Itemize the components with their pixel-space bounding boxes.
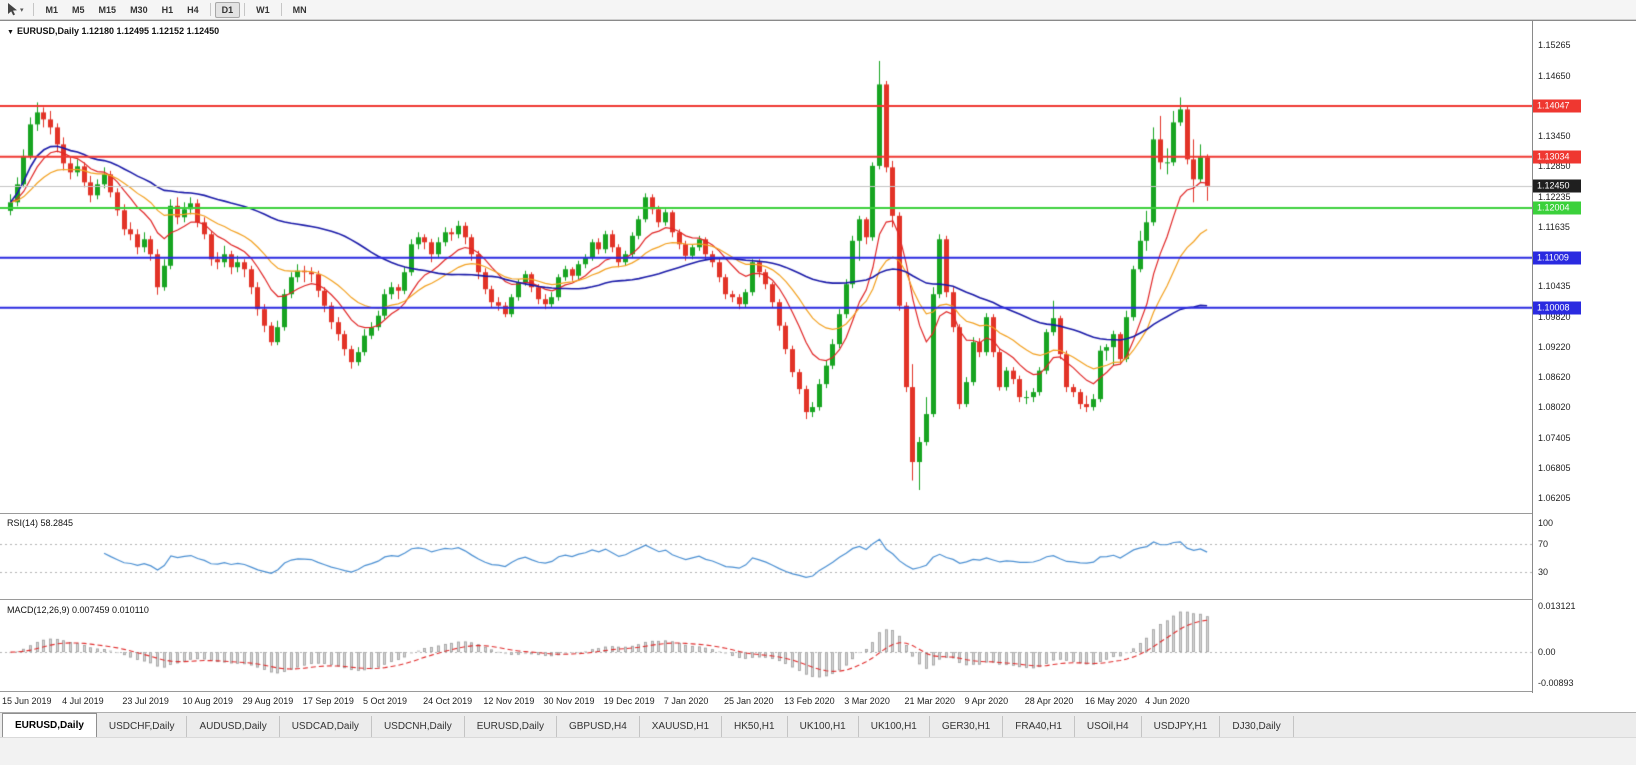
price-axis-tick: 1.11635: [1538, 221, 1570, 232]
macd-axis-tick: -0.00893: [1538, 678, 1574, 689]
chart-tab-usdjpy-h1-14[interactable]: USDJPY,H1: [1141, 716, 1221, 737]
toolbar-separator: [244, 3, 246, 16]
chart-tab-usdcnh-daily-4[interactable]: USDCNH,Daily: [371, 716, 465, 737]
current-price-badge: 1.12450: [1533, 179, 1581, 193]
cursor-tool-button[interactable]: ▾: [4, 2, 26, 18]
price-axis-tick: 1.06205: [1538, 492, 1571, 503]
timeframe-button-m15[interactable]: M15: [98, 4, 117, 15]
date-axis-label: 25 Jan 2020: [723, 696, 774, 706]
chart-tab-hk50-h1-8[interactable]: HK50,H1: [722, 716, 788, 737]
date-axis-label: 19 Dec 2019: [603, 696, 655, 706]
price-axis-tick: 1.08620: [1538, 372, 1571, 383]
timeframe-button-m30[interactable]: M30: [130, 4, 148, 15]
collapse-triangle-icon[interactable]: ▼: [7, 29, 14, 36]
toolbar-separator: [32, 3, 34, 16]
timeframe-buttons: M1 M5 M15 M30 H1 H4 D1 W1 MN: [39, 1, 314, 18]
timeframe-button-h4[interactable]: H4: [187, 4, 199, 15]
window-bottom-area: [0, 737, 1636, 765]
chart-tab-eurusd-daily-5[interactable]: EURUSD,Daily: [464, 716, 557, 737]
chart-tab-eurusd-daily-0[interactable]: EURUSD,Daily: [2, 713, 97, 737]
chart-tab-audusd-daily-2[interactable]: AUDUSD,Daily: [187, 716, 280, 737]
chart-tab-dj30-daily-15[interactable]: DJ30,Daily: [1220, 716, 1294, 737]
price-line-badge-1-14047: 1.14047: [1533, 99, 1581, 113]
date-axis-label: 7 Jan 2020: [663, 696, 709, 706]
price-axis-tick: 1.15265: [1538, 40, 1571, 51]
price-axis-tick: 1.08020: [1538, 402, 1571, 413]
timeframe-button-w1[interactable]: W1: [256, 4, 270, 15]
chart-tab-bar: EURUSD,Daily USDCHF,Daily AUDUSD,Daily USDC…: [0, 712, 1636, 737]
date-axis-label: 15 Jun 2019: [2, 696, 52, 706]
price-axis-tick: 1.12850: [1538, 160, 1571, 171]
toolbar-separator: [209, 3, 211, 16]
pane-separator-rsi[interactable]: [0, 513, 1636, 514]
chart-tab-fra40-h1-12[interactable]: FRA40,H1: [1003, 716, 1075, 737]
chart-tab-xauusd-h1-7[interactable]: XAUUSD,H1: [639, 716, 723, 737]
chart-symbol-text: EURUSD,Daily: [16, 26, 79, 36]
price-axis-tick: 1.10435: [1538, 281, 1571, 292]
macd-indicator-label: MACD(12,26,9) 0.007459 0.010110: [7, 605, 149, 615]
price-axis-tick: 1.06805: [1538, 462, 1571, 473]
chart-tab-usoil-h4-13[interactable]: USOil,H4: [1074, 716, 1142, 737]
price-axis-tick: 1.09820: [1538, 312, 1571, 323]
price-axis-tick: 1.12235: [1538, 191, 1571, 202]
macd-axis-tick: 0.00: [1538, 647, 1556, 658]
chart-ohlc-values: 1.12180 1.12495 1.12152 1.12450: [81, 26, 220, 36]
timeframe-button-m1[interactable]: M1: [45, 4, 59, 15]
date-axis[interactable]: 15 Jun 2019 4 Jul 2019 23 Jul 2019 10 Aug 2…: [0, 693, 1636, 712]
rsi-axis-tick: 70: [1538, 538, 1549, 549]
date-axis-label: 21 Mar 2020: [904, 696, 956, 706]
chart-tab-ger30-h1-11[interactable]: GER30,H1: [929, 716, 1004, 737]
price-axis-tick: 1.13450: [1538, 130, 1571, 141]
dropdown-arrow-icon[interactable]: ▾: [20, 6, 24, 14]
date-axis-label: 9 Apr 2020: [964, 696, 1009, 706]
timeframe-button-m5[interactable]: M5: [72, 4, 85, 15]
price-line-badge-1-13034: 1.13034: [1533, 150, 1581, 164]
chart-canvas[interactable]: [0, 21, 1532, 693]
cursor-tool-icon: [4, 2, 20, 18]
price-axis-tick: 1.14650: [1538, 70, 1571, 81]
price-axis-tick: 1.07405: [1538, 432, 1571, 443]
date-axis-label: 4 Jun 2020: [1145, 696, 1190, 706]
chart-tab-usdchf-daily-1[interactable]: USDCHF,Daily: [96, 716, 188, 737]
date-axis-label: 12 Nov 2019: [483, 696, 535, 706]
date-axis-label: 29 Aug 2019: [242, 696, 294, 706]
pane-separator-macd[interactable]: [0, 599, 1636, 600]
date-axis-label: 3 Mar 2020: [844, 696, 890, 706]
price-line-badge-1-10008: 1.10008: [1533, 301, 1581, 315]
price-axis[interactable]: 1.15265 1.14650 1.13450 1.12850 1.12235 1.116…: [1532, 21, 1636, 693]
date-axis-label: 28 Apr 2020: [1024, 696, 1074, 706]
timeframe-toolbar: ▾ M1 M5 M15 M30 H1 H4 D1 W1 MN: [0, 0, 1636, 20]
rsi-axis-tick: 30: [1538, 567, 1549, 578]
date-axis-label: 10 Aug 2019: [182, 696, 234, 706]
timeframe-button-h1[interactable]: H1: [161, 4, 174, 15]
price-axis-tick: 1.09220: [1538, 342, 1571, 353]
timeframe-button-d1[interactable]: D1: [214, 1, 241, 18]
chart-tab-uk100-h1-9[interactable]: UK100,H1: [787, 716, 859, 737]
timeframe-button-mn[interactable]: MN: [292, 4, 307, 15]
price-line-badge-1-12004: 1.12004: [1533, 201, 1581, 215]
chart-region: ▼ EURUSD,Daily 1.12180 1.12495 1.12152 1.…: [0, 20, 1636, 693]
date-axis-label: 17 Sep 2019: [302, 696, 354, 706]
toolbar-separator: [280, 3, 282, 16]
chart-tab-gbpusd-h4-6[interactable]: GBPUSD,H4: [556, 716, 640, 737]
rsi-indicator-label: RSI(14) 58.2845: [7, 518, 74, 528]
date-axis-label: 30 Nov 2019: [543, 696, 595, 706]
macd-axis-tick: 0.013121: [1538, 601, 1576, 612]
date-axis-label: 4 Jul 2019: [62, 696, 104, 706]
date-axis-label: 24 Oct 2019: [423, 696, 473, 706]
rsi-axis-tick: 100: [1538, 517, 1554, 528]
date-axis-label: 16 May 2020: [1084, 696, 1138, 706]
price-line-badge-1-11009: 1.11009: [1533, 251, 1581, 265]
chart-tab-usdcad-daily-3[interactable]: USDCAD,Daily: [279, 716, 372, 737]
date-axis-label: 13 Feb 2020: [784, 696, 835, 706]
chart-ohlc-label: ▼ EURUSD,Daily 1.12180 1.12495 1.12152 1.…: [7, 26, 219, 36]
date-axis-label: 5 Oct 2019: [362, 696, 408, 706]
chart-tab-uk100-h1-10[interactable]: UK100,H1: [858, 716, 930, 737]
date-axis-label: 23 Jul 2019: [122, 696, 169, 706]
